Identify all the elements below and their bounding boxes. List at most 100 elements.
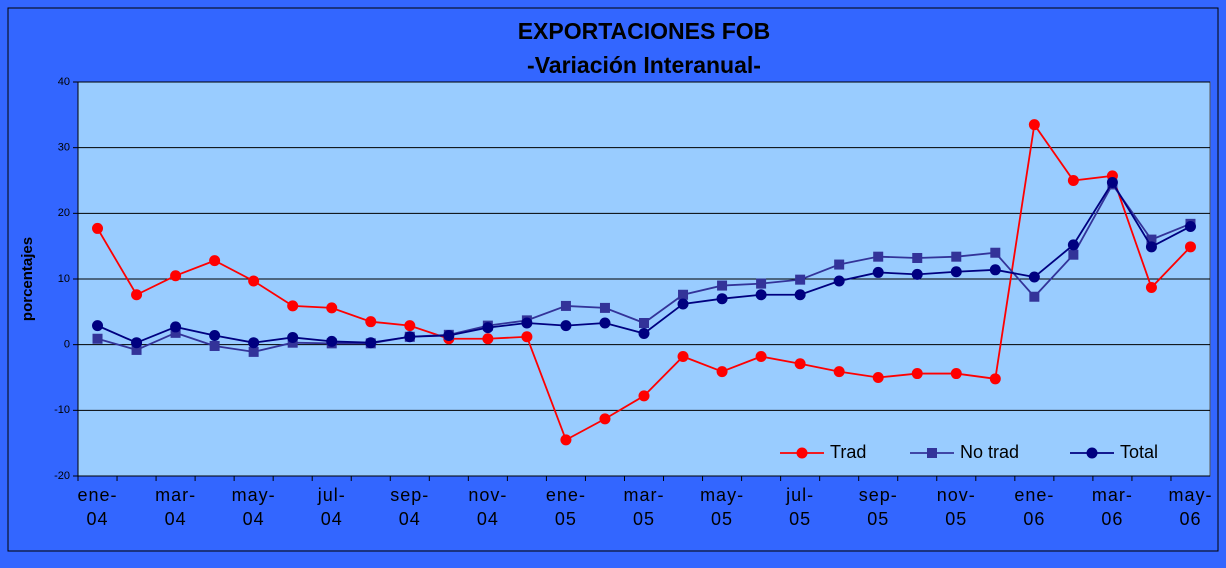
marker [834, 259, 845, 270]
marker [989, 373, 1001, 385]
x-tick-label: ene- 06 [1014, 485, 1054, 529]
marker [560, 300, 571, 311]
marker [989, 264, 1001, 276]
x-tick-label-part: 04 [165, 509, 187, 529]
marker [404, 331, 416, 343]
marker [1184, 220, 1196, 232]
marker [872, 266, 884, 278]
x-tick-label: sep- 04 [390, 485, 429, 529]
x-tick-label-part: may- [1168, 485, 1212, 505]
y-tick-label: 30 [58, 142, 70, 154]
marker [756, 278, 767, 289]
marker [521, 317, 533, 329]
marker [951, 251, 962, 262]
x-tick-label-part: 05 [789, 509, 811, 529]
marker [833, 275, 845, 287]
marker [638, 390, 650, 402]
marker [92, 222, 104, 234]
marker [131, 337, 143, 349]
marker [794, 289, 806, 301]
marker [92, 333, 103, 344]
marker [638, 328, 650, 340]
marker [795, 274, 806, 285]
marker [755, 350, 767, 362]
x-tick-label-part: jul- [317, 485, 346, 505]
x-tick-label-part: 06 [1179, 509, 1201, 529]
chart-frame [7, 7, 1219, 552]
marker [248, 275, 260, 287]
marker [1146, 234, 1157, 245]
marker [678, 289, 689, 300]
x-tick-label-part: 04 [321, 509, 343, 529]
marker [911, 268, 923, 280]
x-tick-label-part: jul- [785, 485, 814, 505]
marker [1086, 447, 1098, 459]
legend-label: Trad [830, 442, 866, 462]
marker [287, 331, 299, 343]
x-tick-label-part: ene- [1014, 485, 1054, 505]
marker [131, 289, 143, 301]
marker [170, 327, 181, 338]
marker [170, 321, 182, 333]
x-tick-label-part: ene- [78, 485, 118, 505]
legend-label: No trad [960, 442, 1019, 462]
x-tick-label-part: 05 [555, 509, 577, 529]
marker [796, 447, 808, 459]
marker [1184, 241, 1196, 253]
marker [326, 302, 338, 314]
marker [873, 251, 884, 262]
marker [209, 340, 220, 351]
marker [365, 337, 377, 349]
marker [599, 413, 611, 425]
x-tick-label: may- 06 [1168, 485, 1212, 529]
marker [911, 368, 923, 380]
y-tick-label: 10 [58, 273, 70, 285]
x-tick-label-part: 04 [243, 509, 265, 529]
x-tick-label-part: 06 [1101, 509, 1123, 529]
x-tick-label: nov- 04 [468, 485, 507, 529]
legend-label: Total [1120, 442, 1158, 462]
x-tick-label-part: sep- [859, 485, 898, 505]
x-tick-label: ene- 04 [78, 485, 118, 529]
marker [248, 346, 259, 357]
marker [1028, 271, 1040, 283]
y-axis-label: porcentajes [19, 237, 36, 321]
marker [287, 300, 299, 312]
marker [248, 337, 260, 349]
marker [755, 289, 767, 301]
marker [990, 247, 1001, 258]
marker [92, 320, 104, 332]
x-tick-label-part: 05 [867, 509, 889, 529]
y-tick-label: 0 [64, 339, 70, 351]
x-tick-label-part: may- [700, 485, 744, 505]
marker [677, 350, 689, 362]
marker [1028, 119, 1040, 131]
x-tick-label-part: 05 [945, 509, 967, 529]
x-tick-label-part: nov- [468, 485, 507, 505]
marker [599, 317, 611, 329]
x-tick-label: nov- 05 [937, 485, 976, 529]
marker [1067, 175, 1079, 186]
y-tick-label: -20 [54, 470, 70, 482]
y-tick-label: 20 [58, 207, 70, 219]
x-tick-label-part: 04 [399, 509, 421, 529]
x-tick-label-part: 05 [711, 509, 733, 529]
marker [794, 358, 806, 370]
marker [716, 366, 728, 378]
chart-subtitle: -Variación Interanual- [527, 52, 761, 78]
y-tick-label: 40 [58, 76, 70, 88]
marker [677, 298, 689, 310]
marker [365, 316, 377, 328]
x-tick-label-part: may- [232, 485, 276, 505]
x-tick-label-part: nov- [937, 485, 976, 505]
x-tick-label: may- 05 [700, 485, 744, 529]
marker [482, 333, 494, 345]
marker [1068, 249, 1079, 260]
marker [912, 252, 923, 263]
marker [639, 317, 649, 328]
marker [833, 366, 845, 378]
x-tick-label: jul- 04 [317, 485, 346, 529]
x-tick-label: may- 04 [232, 485, 276, 529]
marker [872, 372, 884, 383]
